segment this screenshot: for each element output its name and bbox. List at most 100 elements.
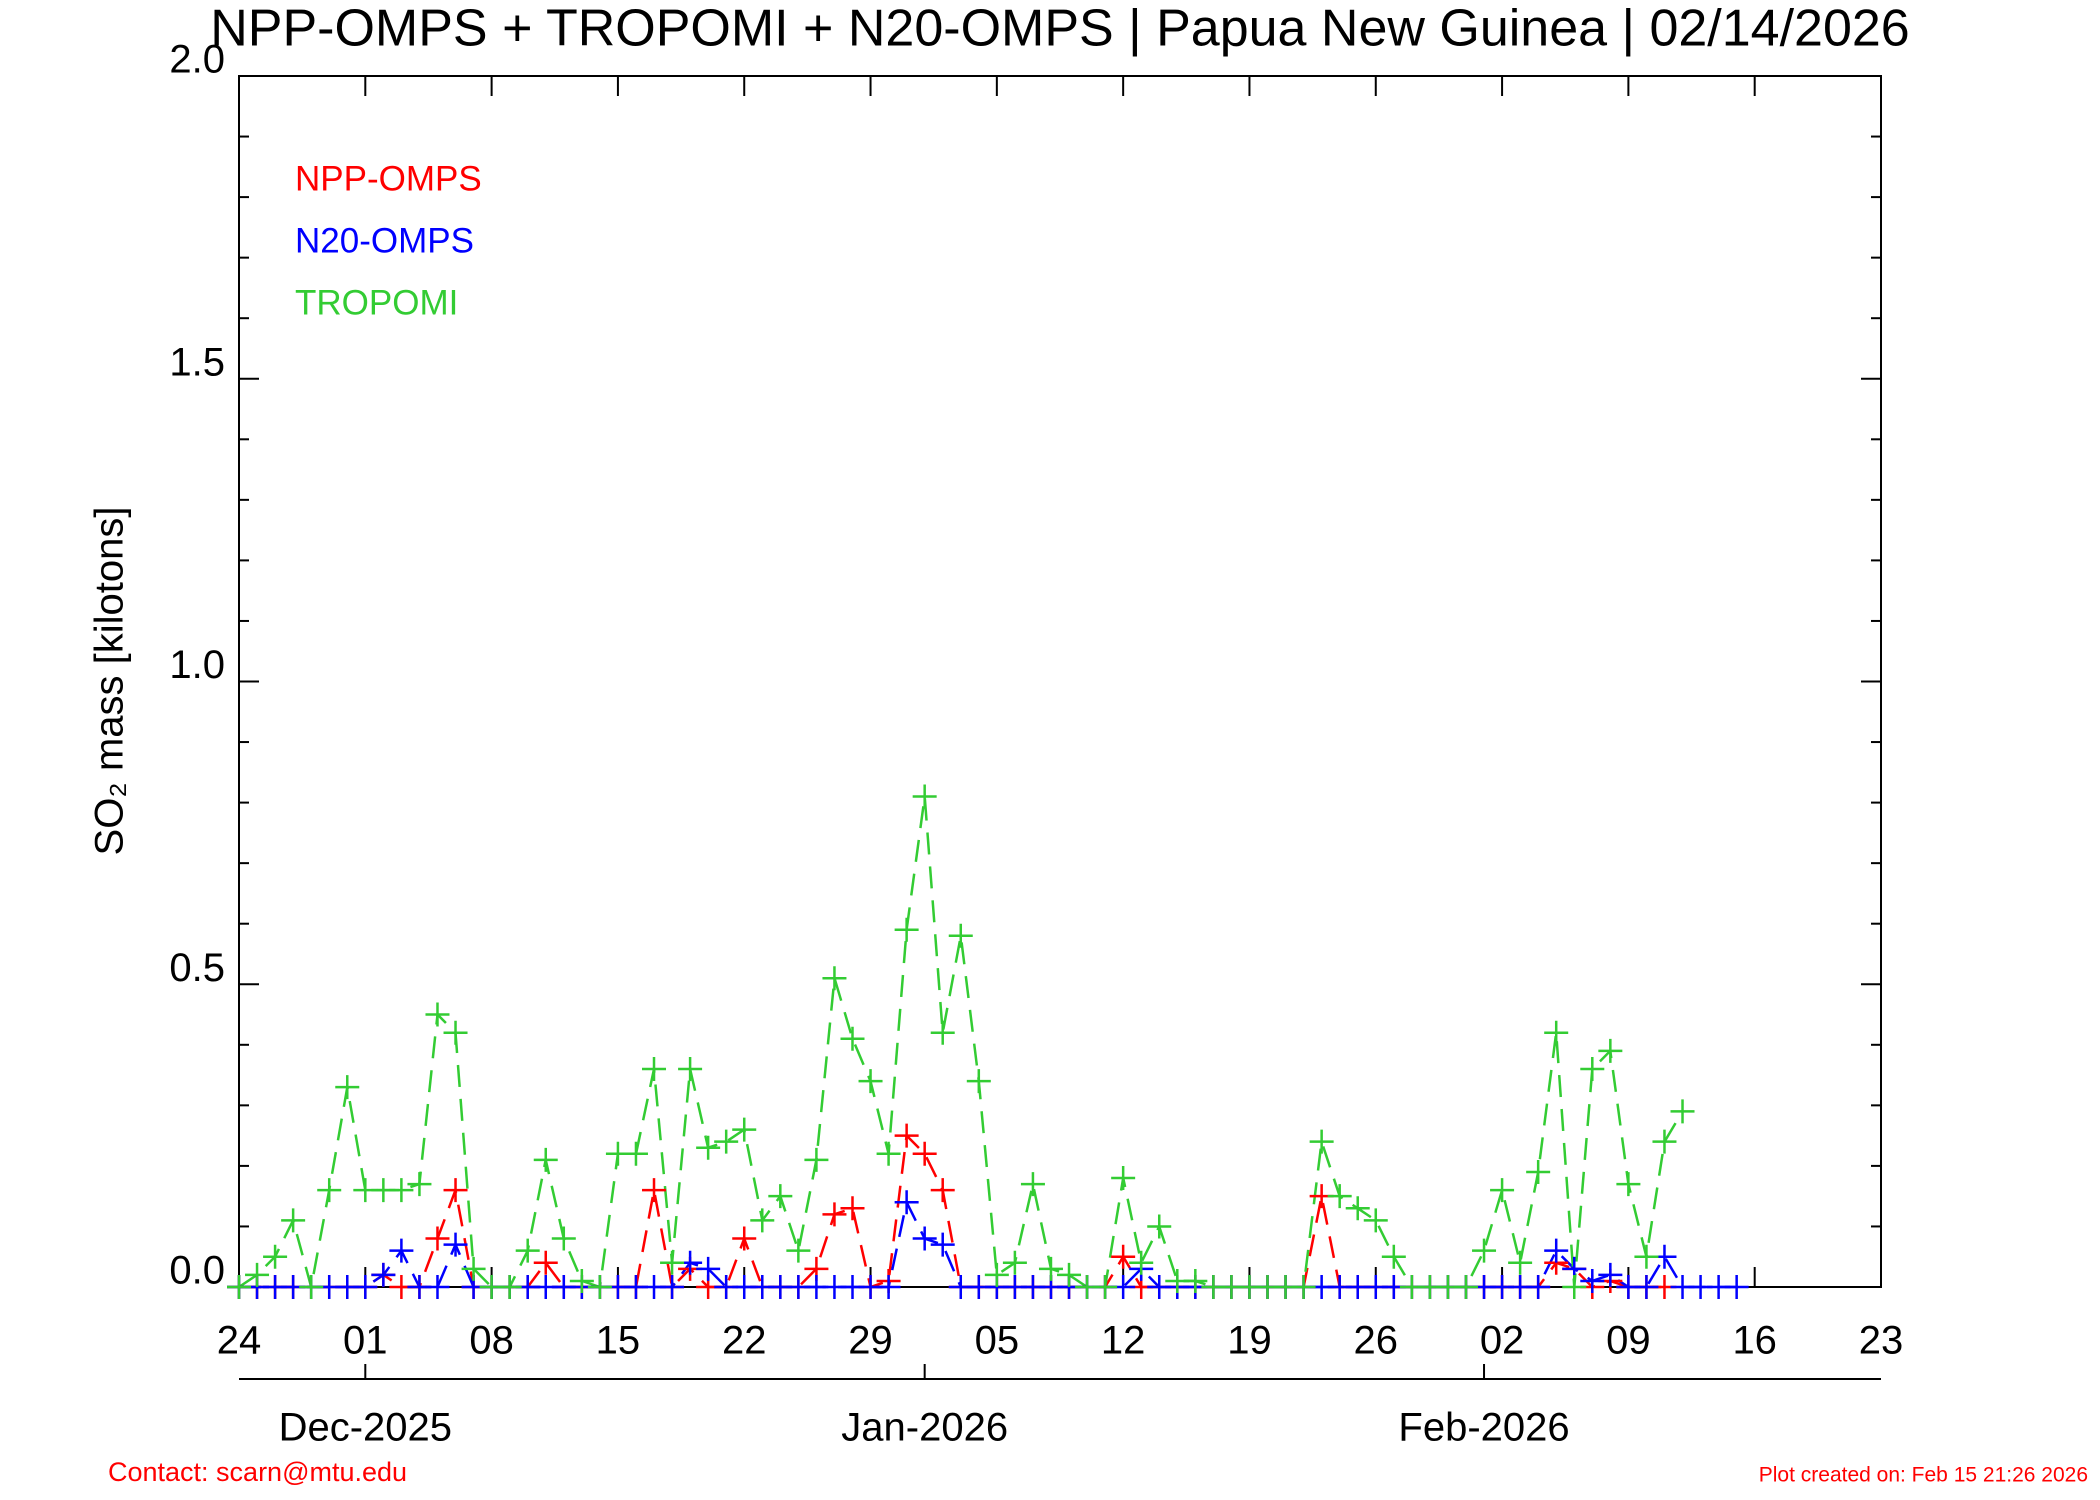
marker: [750, 1208, 775, 1233]
month-label: Dec-2025: [279, 1406, 452, 1450]
marker: [1291, 1275, 1316, 1299]
marker: [894, 917, 919, 942]
x-tick-label: 19: [1227, 1319, 1272, 1363]
marker: [497, 1275, 522, 1299]
marker: [930, 1020, 955, 1045]
x-tick-label: 08: [469, 1319, 514, 1363]
marker: [1453, 1275, 1478, 1299]
marker: [1057, 1262, 1082, 1287]
marker: [1580, 1268, 1605, 1293]
marker: [1634, 1244, 1659, 1269]
marker: [263, 1244, 288, 1269]
marker: [443, 1232, 468, 1257]
marker: [425, 1002, 450, 1027]
marker: [768, 1184, 793, 1209]
y-axis-label: SO₂ mass [kilotons]: [88, 507, 132, 856]
x-tick-label: 09: [1606, 1319, 1651, 1363]
marker: [912, 1141, 937, 1166]
marker: [642, 1178, 667, 1203]
marker: [1111, 1166, 1136, 1191]
marker: [876, 1141, 901, 1166]
marker: [569, 1268, 594, 1293]
marker: [1038, 1256, 1063, 1281]
marker: [912, 1226, 937, 1251]
legend-entry: TROPOMI: [295, 283, 458, 322]
chart-title: NPP-OMPS + TROPOMI + N20-OMPS | Papua Ne…: [210, 0, 1909, 58]
marker: [1363, 1208, 1388, 1233]
marker: [1147, 1214, 1172, 1239]
marker: [353, 1275, 378, 1299]
marker: [678, 1057, 703, 1082]
x-tick-label: 29: [848, 1319, 893, 1363]
marker: [1309, 1129, 1334, 1154]
marker: [623, 1141, 648, 1166]
marker: [443, 1178, 468, 1203]
marker: [930, 1178, 955, 1203]
marker: [461, 1256, 486, 1281]
marker: [1490, 1178, 1515, 1203]
marker: [587, 1275, 612, 1299]
marker: [804, 1147, 829, 1172]
marker: [660, 1275, 685, 1299]
marker: [840, 1026, 865, 1051]
marker: [1002, 1250, 1027, 1275]
marker: [714, 1129, 739, 1154]
marker: [1327, 1184, 1352, 1209]
marker: [696, 1256, 721, 1281]
marker: [1544, 1020, 1569, 1045]
marker: [930, 1232, 955, 1257]
marker: [696, 1135, 721, 1160]
created-note: Plot created on: Feb 15 21:26 2026: [1759, 1464, 2088, 1487]
marker: [1580, 1057, 1605, 1082]
marker: [533, 1250, 558, 1275]
marker: [912, 784, 937, 809]
marker: [227, 1275, 251, 1299]
y-tick-label: 1.0: [169, 643, 225, 687]
marker: [966, 1069, 991, 1094]
x-tick-label: 02: [1480, 1319, 1525, 1363]
marker: [281, 1208, 306, 1233]
marker: [407, 1172, 432, 1197]
y-tick-label: 0.5: [169, 946, 225, 990]
x-tick-label: 22: [722, 1319, 767, 1363]
marker: [876, 1275, 901, 1299]
marker: [515, 1238, 540, 1263]
marker: [1544, 1238, 1569, 1263]
marker: [1652, 1129, 1677, 1154]
contact: Contact: scarn@mtu.edu: [108, 1457, 407, 1487]
x-tick-label: 12: [1101, 1319, 1146, 1363]
y-tick-label: 2.0: [169, 38, 225, 82]
marker: [1634, 1275, 1659, 1299]
x-tick-label: 05: [975, 1319, 1020, 1363]
marker: [389, 1178, 414, 1203]
marker: [948, 923, 973, 948]
x-tick-label: 23: [1859, 1319, 1904, 1363]
x-tick-label: 24: [217, 1319, 262, 1363]
marker: [1598, 1262, 1623, 1287]
marker: [894, 1190, 919, 1215]
marker: [822, 1202, 847, 1227]
marker: [443, 1020, 468, 1045]
marker: [984, 1262, 1009, 1287]
x-tick-label: 16: [1732, 1319, 1777, 1363]
x-tick-label: 15: [596, 1319, 641, 1363]
marker: [1598, 1038, 1623, 1063]
series-line: [238, 796, 1684, 1289]
marker: [1381, 1244, 1406, 1269]
x-tick-label: 01: [343, 1319, 388, 1363]
marker: [1345, 1196, 1370, 1221]
marker: [1183, 1268, 1208, 1293]
marker: [1724, 1275, 1749, 1299]
marker: [1020, 1172, 1045, 1197]
plot-frame: [238, 75, 1882, 1288]
y-tick-label: 0.0: [169, 1249, 225, 1293]
marker: [894, 1123, 919, 1148]
month-label: Jan-2026: [841, 1406, 1008, 1450]
marker: [1093, 1275, 1118, 1299]
marker: [660, 1250, 685, 1275]
marker: [317, 1178, 342, 1203]
x-tick-label: 26: [1354, 1319, 1399, 1363]
marker: [642, 1057, 667, 1082]
marker: [551, 1226, 576, 1251]
